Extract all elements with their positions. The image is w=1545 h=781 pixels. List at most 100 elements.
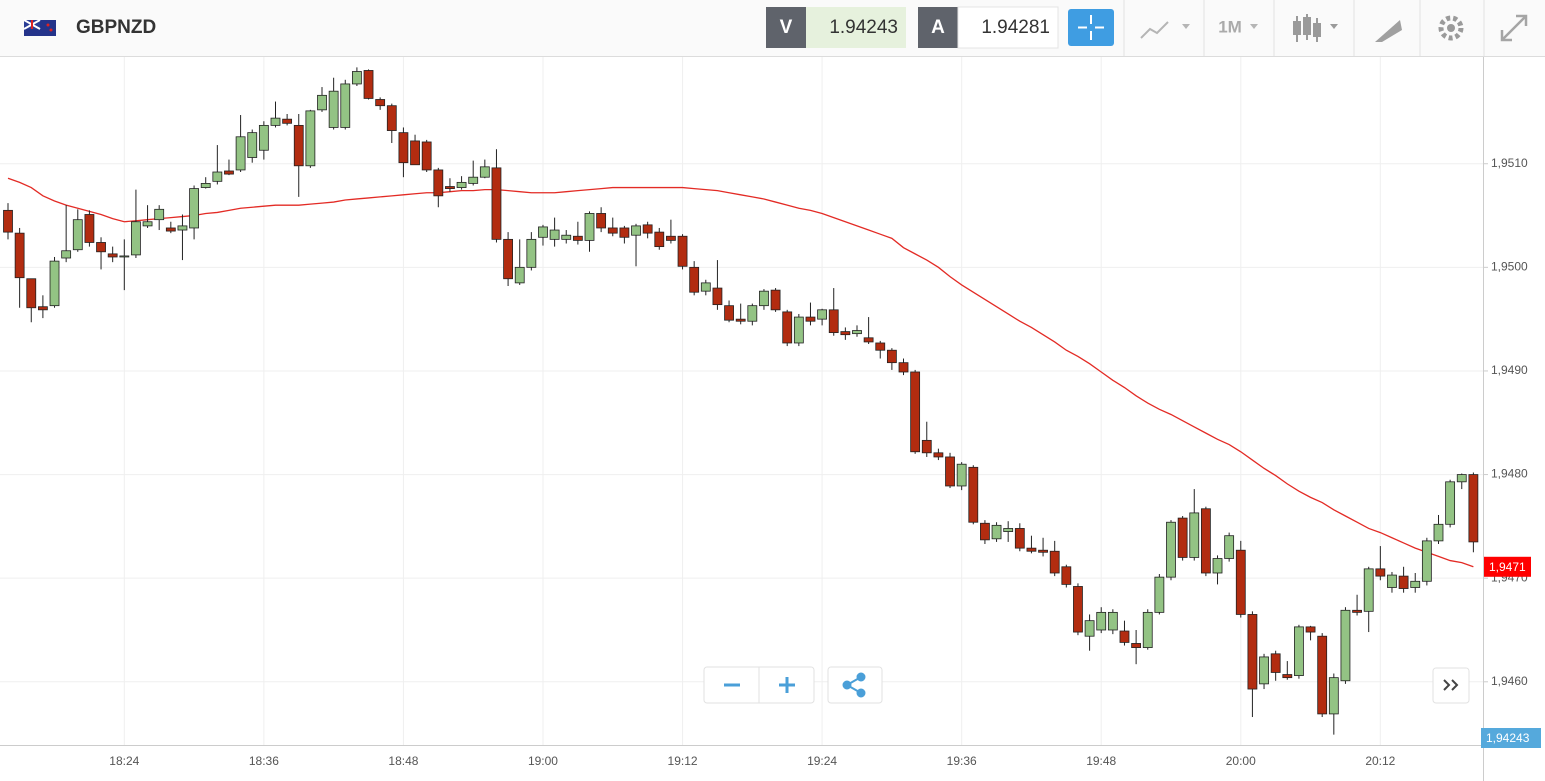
toolbar-separators bbox=[1123, 0, 1485, 56]
price-tag bbox=[1481, 728, 1541, 748]
candle-body bbox=[468, 176, 479, 184]
moving-average-tag bbox=[1484, 556, 1531, 577]
candle-body bbox=[1212, 558, 1223, 574]
candle-body bbox=[270, 117, 281, 126]
candle-body bbox=[852, 330, 862, 335]
candle-body bbox=[654, 231, 665, 248]
candle-body bbox=[1282, 674, 1293, 679]
candle-body bbox=[1270, 653, 1281, 673]
candle-body bbox=[945, 456, 955, 487]
candle-body bbox=[712, 287, 723, 306]
x-tick-label: 19:24 bbox=[807, 754, 837, 768]
candle-body bbox=[700, 282, 711, 292]
candle-body bbox=[410, 140, 420, 166]
candle-body bbox=[119, 255, 130, 258]
candle-body bbox=[1189, 512, 1200, 558]
buy-price[interactable]: 1.94281 bbox=[981, 17, 1050, 38]
y-tick-label: 1,9480 bbox=[1491, 467, 1528, 481]
candle-body bbox=[107, 253, 118, 258]
fullscreen-icon[interactable] bbox=[1500, 14, 1528, 42]
y-tick-label: 1,9460 bbox=[1491, 674, 1528, 688]
candle-body bbox=[96, 242, 106, 253]
candles-icon[interactable] bbox=[1293, 14, 1338, 42]
candle-body bbox=[491, 167, 502, 240]
crosshair-button[interactable] bbox=[1068, 9, 1114, 46]
sell-button[interactable] bbox=[766, 7, 806, 48]
candle-body bbox=[1084, 620, 1095, 637]
buy-price-box[interactable] bbox=[957, 6, 1059, 49]
candle-body bbox=[479, 166, 490, 178]
candle-body bbox=[1131, 643, 1142, 649]
scroll-latest-icon bbox=[1443, 679, 1459, 691]
x-tick-label: 19:48 bbox=[1086, 754, 1116, 768]
candle-body bbox=[1468, 474, 1479, 543]
candle-body bbox=[258, 124, 269, 151]
candle-body bbox=[1352, 609, 1362, 613]
buy-button[interactable] bbox=[918, 7, 958, 48]
candle-body bbox=[3, 209, 13, 233]
candle-body bbox=[282, 118, 293, 124]
candle-body bbox=[1177, 517, 1188, 558]
zoom-in[interactable] bbox=[779, 677, 795, 693]
sell-price[interactable]: 1.94243 bbox=[829, 17, 898, 38]
candle-body bbox=[828, 309, 839, 334]
settings-icon[interactable] bbox=[1438, 15, 1464, 41]
candle-body bbox=[980, 522, 990, 541]
candle-body bbox=[956, 463, 967, 487]
chart-type-icon[interactable] bbox=[1140, 21, 1190, 39]
candle-body bbox=[445, 186, 455, 189]
share-button[interactable] bbox=[827, 666, 883, 704]
candle-body bbox=[770, 289, 781, 311]
candle-body bbox=[433, 169, 444, 197]
y-tick-label: 1,9490 bbox=[1491, 363, 1528, 377]
candle-body bbox=[910, 371, 921, 453]
x-tick-label: 19:00 bbox=[528, 754, 558, 768]
moving-average-line bbox=[7, 177, 1474, 568]
candle-body bbox=[1154, 576, 1165, 613]
candle-body bbox=[584, 213, 595, 241]
x-tick-label: 18:36 bbox=[249, 754, 279, 768]
candle-body bbox=[1363, 568, 1374, 612]
zoom-controls bbox=[703, 666, 1470, 704]
candle-body bbox=[1410, 580, 1421, 588]
buy-label[interactable]: A bbox=[931, 17, 945, 38]
candle-body bbox=[456, 181, 467, 188]
candle-body bbox=[1375, 568, 1386, 577]
candle-body bbox=[1038, 549, 1048, 553]
candle-body bbox=[212, 171, 223, 182]
timeframe-arrow[interactable] bbox=[1250, 24, 1258, 29]
candle-body bbox=[526, 238, 537, 268]
candle-body bbox=[875, 342, 886, 351]
candle-body bbox=[689, 266, 700, 293]
candle-body bbox=[1166, 521, 1176, 578]
candle-body bbox=[933, 452, 944, 458]
candle-body bbox=[1317, 635, 1328, 715]
candle-body bbox=[1224, 535, 1235, 559]
candle-body bbox=[1061, 566, 1072, 585]
candle-body bbox=[1433, 523, 1444, 542]
candle-body bbox=[1387, 574, 1397, 588]
candle-body bbox=[840, 331, 851, 336]
candle-body bbox=[61, 250, 72, 259]
candle-body bbox=[317, 94, 327, 111]
sell-label[interactable]: V bbox=[780, 17, 793, 38]
symbol: GBPNZD bbox=[76, 17, 156, 38]
candle-body bbox=[235, 136, 246, 171]
candle-body bbox=[131, 221, 141, 256]
candle-body bbox=[1398, 575, 1409, 589]
scroll-latest-button[interactable] bbox=[1432, 667, 1470, 704]
candle-body bbox=[177, 225, 188, 231]
candle-body bbox=[1235, 549, 1246, 615]
sell-price-box[interactable] bbox=[806, 7, 906, 48]
crosshair-icon bbox=[1078, 15, 1104, 40]
candle-body bbox=[224, 170, 234, 175]
candle-body bbox=[666, 235, 676, 241]
candle-body bbox=[1119, 630, 1130, 643]
candle-body bbox=[363, 70, 374, 99]
timeframe[interactable]: 1M bbox=[1218, 17, 1242, 36]
candle-body bbox=[631, 225, 641, 236]
candle-body bbox=[200, 183, 211, 188]
draw-icon[interactable] bbox=[1375, 20, 1402, 42]
candle-body bbox=[26, 278, 37, 309]
